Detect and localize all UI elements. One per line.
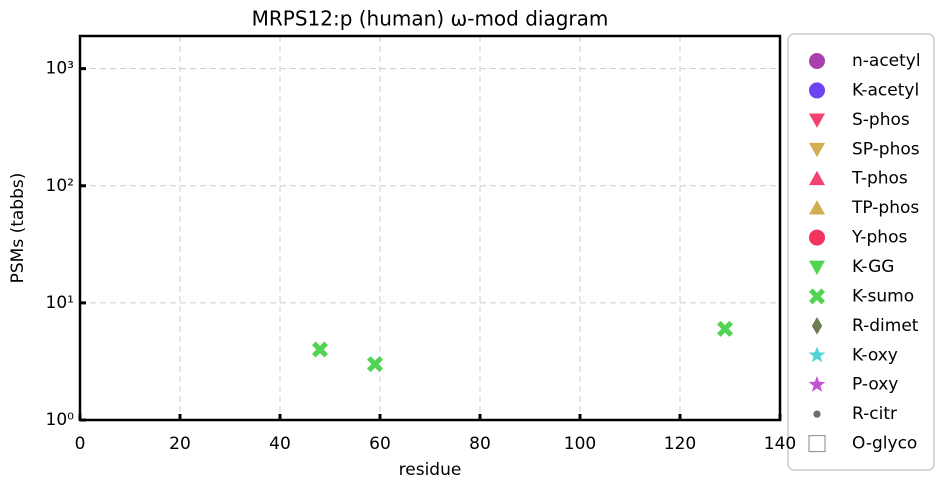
data-point [367,356,383,373]
x-tick-label: 80 [469,434,491,454]
legend-label: K-oxy [852,345,898,365]
chart-title: MRPS12:p (human) ω-mod diagram [252,7,609,31]
x-tick-label: 120 [664,434,696,454]
plot-frame [78,34,782,422]
legend-label: S-phos [852,110,910,130]
y-tick-label: 10⁰ [46,410,75,430]
legend-label: P-oxy [852,375,898,395]
y-tick-label: 10² [46,176,74,196]
legend-label: R-dimet [852,316,919,336]
x-axis-label: residue [399,460,462,480]
legend-marker [808,346,826,363]
y-tick-label: 10¹ [46,293,74,313]
legend-label: Y-phos [851,228,907,248]
legend-marker [813,410,821,418]
x-tick-label: 20 [169,434,191,454]
legend-label: T-phos [851,169,908,189]
x-tick-label: 0 [75,434,86,454]
data-point [717,320,733,337]
y-axis-label: PSMs (tabbs) [8,173,28,284]
legend-marker [809,200,825,215]
legend-marker [809,53,825,69]
legend-label: TP-phos [851,198,919,218]
legend-marker [809,229,825,246]
legend-marker [809,113,825,128]
legend-marker [809,82,825,99]
legend-label: R-citr [852,404,897,424]
legend-marker [811,317,823,335]
legend-label: n-acetyl [852,51,921,71]
x-tick-label: 140 [764,434,796,454]
x-tick-label: 100 [564,434,596,454]
legend-marker [808,434,826,453]
legend-label: K-acetyl [852,80,919,100]
legend-marker [809,288,825,305]
legend-marker [809,260,825,275]
x-tick-label: 40 [269,434,291,454]
legend-marker [809,142,825,158]
legend-label: K-GG [852,257,894,277]
y-tick-label: 10³ [46,59,74,79]
legend-marker [809,170,825,186]
legend-label: O-glyco [852,434,917,454]
legend-label: SP-phos [852,139,920,159]
legend-marker [808,375,826,392]
data-point [312,341,328,358]
x-tick-label: 60 [369,434,391,454]
legend-label: K-sumo [852,286,914,306]
